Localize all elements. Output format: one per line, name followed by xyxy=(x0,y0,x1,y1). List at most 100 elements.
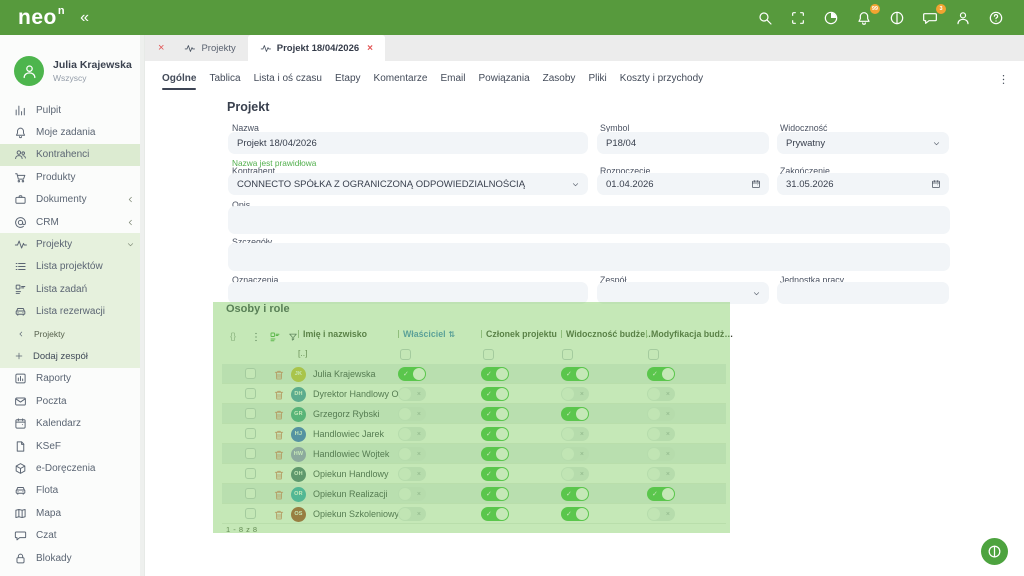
budget-modify-toggle[interactable]: × xyxy=(647,427,675,441)
zakonczenie-date-input[interactable]: 31.05.2026 xyxy=(777,173,949,195)
member-toggle[interactable]: ✓ xyxy=(481,407,509,421)
trash-icon[interactable] xyxy=(272,507,285,520)
szczegoly-textarea[interactable] xyxy=(228,243,950,271)
trash-icon[interactable] xyxy=(272,467,285,480)
budget-modify-toggle[interactable]: ✓ xyxy=(647,367,675,381)
kontrahent-select[interactable]: CONNECTO SPÓŁKA Z OGRANICZONĄ ODPOWIEDZI… xyxy=(228,173,588,195)
help-button[interactable] xyxy=(984,6,1008,30)
column-checkbox[interactable] xyxy=(562,349,573,360)
symbol-input[interactable] xyxy=(597,132,769,154)
sidebar-item-flota[interactable]: Flota xyxy=(0,480,144,502)
column-checkbox[interactable] xyxy=(400,349,411,360)
budget-visibility-toggle[interactable]: × xyxy=(561,427,589,441)
tab-powiązania[interactable]: Powiązania xyxy=(476,69,531,92)
document-tab[interactable]: Projekty xyxy=(172,35,247,61)
sidebar-item-crm[interactable]: CRM xyxy=(0,211,144,233)
sidebar-item-produkty[interactable]: Produkty xyxy=(0,166,144,188)
sidebar-scrollbar[interactable] xyxy=(140,35,144,576)
sidebar-item-projekty[interactable]: Projekty xyxy=(0,322,144,346)
tab-email[interactable]: Email xyxy=(438,69,467,92)
column-header[interactable]: Imię i nazwisko xyxy=(298,329,370,339)
trash-icon[interactable] xyxy=(272,487,285,500)
trash-icon[interactable] xyxy=(272,427,285,440)
calendar-icon[interactable] xyxy=(751,179,761,189)
budget-modify-toggle[interactable]: × xyxy=(647,407,675,421)
column-header[interactable]: Widoczność budże… xyxy=(561,329,657,339)
sidebar-item-lista-projektów[interactable]: Lista projektów xyxy=(0,255,144,279)
trash-icon[interactable] xyxy=(272,447,285,460)
more-options-button[interactable] xyxy=(994,70,1012,88)
trash-icon[interactable] xyxy=(272,367,285,380)
owner-toggle[interactable]: × xyxy=(398,467,426,481)
tab-komentarze[interactable]: Komentarze xyxy=(372,69,430,92)
member-toggle[interactable]: ✓ xyxy=(481,487,509,501)
rozpoczecie-date-input[interactable]: 01.04.2026 xyxy=(597,173,769,195)
budget-modify-toggle[interactable]: × xyxy=(647,447,675,461)
member-toggle[interactable]: ✓ xyxy=(481,507,509,521)
trash-icon[interactable] xyxy=(272,407,285,420)
chevdown-icon[interactable] xyxy=(126,240,135,249)
budget-modify-toggle[interactable]: × xyxy=(647,467,675,481)
sidebar-item-czat[interactable]: Czat xyxy=(0,524,144,546)
owner-toggle[interactable]: × xyxy=(398,487,426,501)
member-toggle[interactable]: ✓ xyxy=(481,367,509,381)
row-checkbox[interactable] xyxy=(245,468,256,479)
column-checkbox[interactable] xyxy=(483,349,494,360)
owner-toggle[interactable]: × xyxy=(398,387,426,401)
chevleft-icon[interactable] xyxy=(126,195,135,204)
sidebar-item-projekty[interactable]: Projekty xyxy=(0,233,144,256)
budget-visibility-toggle[interactable]: ✓ xyxy=(561,407,589,421)
budget-visibility-toggle[interactable]: × xyxy=(561,387,589,401)
bell-button[interactable]: 99 xyxy=(852,3,880,30)
calendar-icon[interactable] xyxy=(931,179,941,189)
row-checkbox[interactable] xyxy=(245,388,256,399)
owner-toggle[interactable]: × xyxy=(398,447,426,461)
widocznosc-select[interactable]: Prywatny xyxy=(777,132,949,154)
contrast-button[interactable] xyxy=(885,6,909,30)
app-logo[interactable]: neon xyxy=(18,5,65,30)
member-toggle[interactable]: ✓ xyxy=(481,447,509,461)
sidebar-item-kalendarz[interactable]: Kalendarz xyxy=(0,412,144,434)
sidebar-item-raporty[interactable]: Raporty xyxy=(0,368,144,390)
owner-toggle[interactable]: × xyxy=(398,427,426,441)
column-header[interactable]: Członek projektu xyxy=(481,329,560,339)
accessibility-fab[interactable] xyxy=(981,538,1008,565)
braces-icon[interactable]: {} xyxy=(226,329,240,343)
row-checkbox[interactable] xyxy=(245,428,256,439)
owner-toggle[interactable]: × xyxy=(398,507,426,521)
owner-toggle[interactable]: ✓ xyxy=(398,367,426,381)
tab-pliki[interactable]: Pliki xyxy=(586,69,608,92)
trash-icon[interactable] xyxy=(272,387,285,400)
member-toggle[interactable]: ✓ xyxy=(481,467,509,481)
column-checkbox[interactable] xyxy=(648,349,659,360)
tab-zasoby[interactable]: Zasoby xyxy=(541,69,578,92)
row-checkbox[interactable] xyxy=(245,408,256,419)
sidebar-item-lista-zadań[interactable]: Lista zadań xyxy=(0,278,144,301)
document-tab[interactable]: Projekt 18/04/2026 × xyxy=(247,35,386,61)
clock-button[interactable] xyxy=(819,6,843,30)
search-button[interactable] xyxy=(753,6,777,30)
member-toggle[interactable]: ✓ xyxy=(481,387,509,401)
close-tab-icon[interactable]: × xyxy=(367,42,374,54)
budget-modify-toggle[interactable]: ✓ xyxy=(647,487,675,501)
user-card[interactable]: Julia Krajewska Wszyscy xyxy=(0,35,144,93)
tab-lista-i-oś-czasu[interactable]: Lista i oś czasu xyxy=(252,69,324,92)
nazwa-input[interactable] xyxy=(228,132,588,154)
owner-toggle[interactable]: × xyxy=(398,407,426,421)
sidebar-item-blokady[interactable]: Blokady xyxy=(0,547,144,569)
select-all-control[interactable]: [..] xyxy=(298,348,308,358)
sidebar-item-mapa[interactable]: Mapa xyxy=(0,502,144,524)
sidebar-item-lista-rezerwacji[interactable]: Lista rezerwacji xyxy=(0,300,144,323)
jednostka-pracy-input[interactable] xyxy=(777,282,949,304)
sidebar-item-ksef[interactable]: KSeF xyxy=(0,435,144,457)
sidebar-item-dodaj-zespół[interactable]: Dodaj zespół xyxy=(0,345,144,368)
budget-modify-toggle[interactable]: × xyxy=(647,507,675,521)
tab-ogólne[interactable]: Ogólne xyxy=(160,69,198,92)
sidebar-item-pulpit[interactable]: Pulpit xyxy=(0,99,144,121)
row-checkbox[interactable] xyxy=(245,448,256,459)
sidebar-item-e-doręczenia[interactable]: e-Doręczenia xyxy=(0,457,144,479)
zespol-select[interactable] xyxy=(597,282,769,304)
opis-textarea[interactable] xyxy=(228,206,950,234)
scan-button[interactable] xyxy=(786,6,810,30)
row-checkbox[interactable] xyxy=(245,508,256,519)
